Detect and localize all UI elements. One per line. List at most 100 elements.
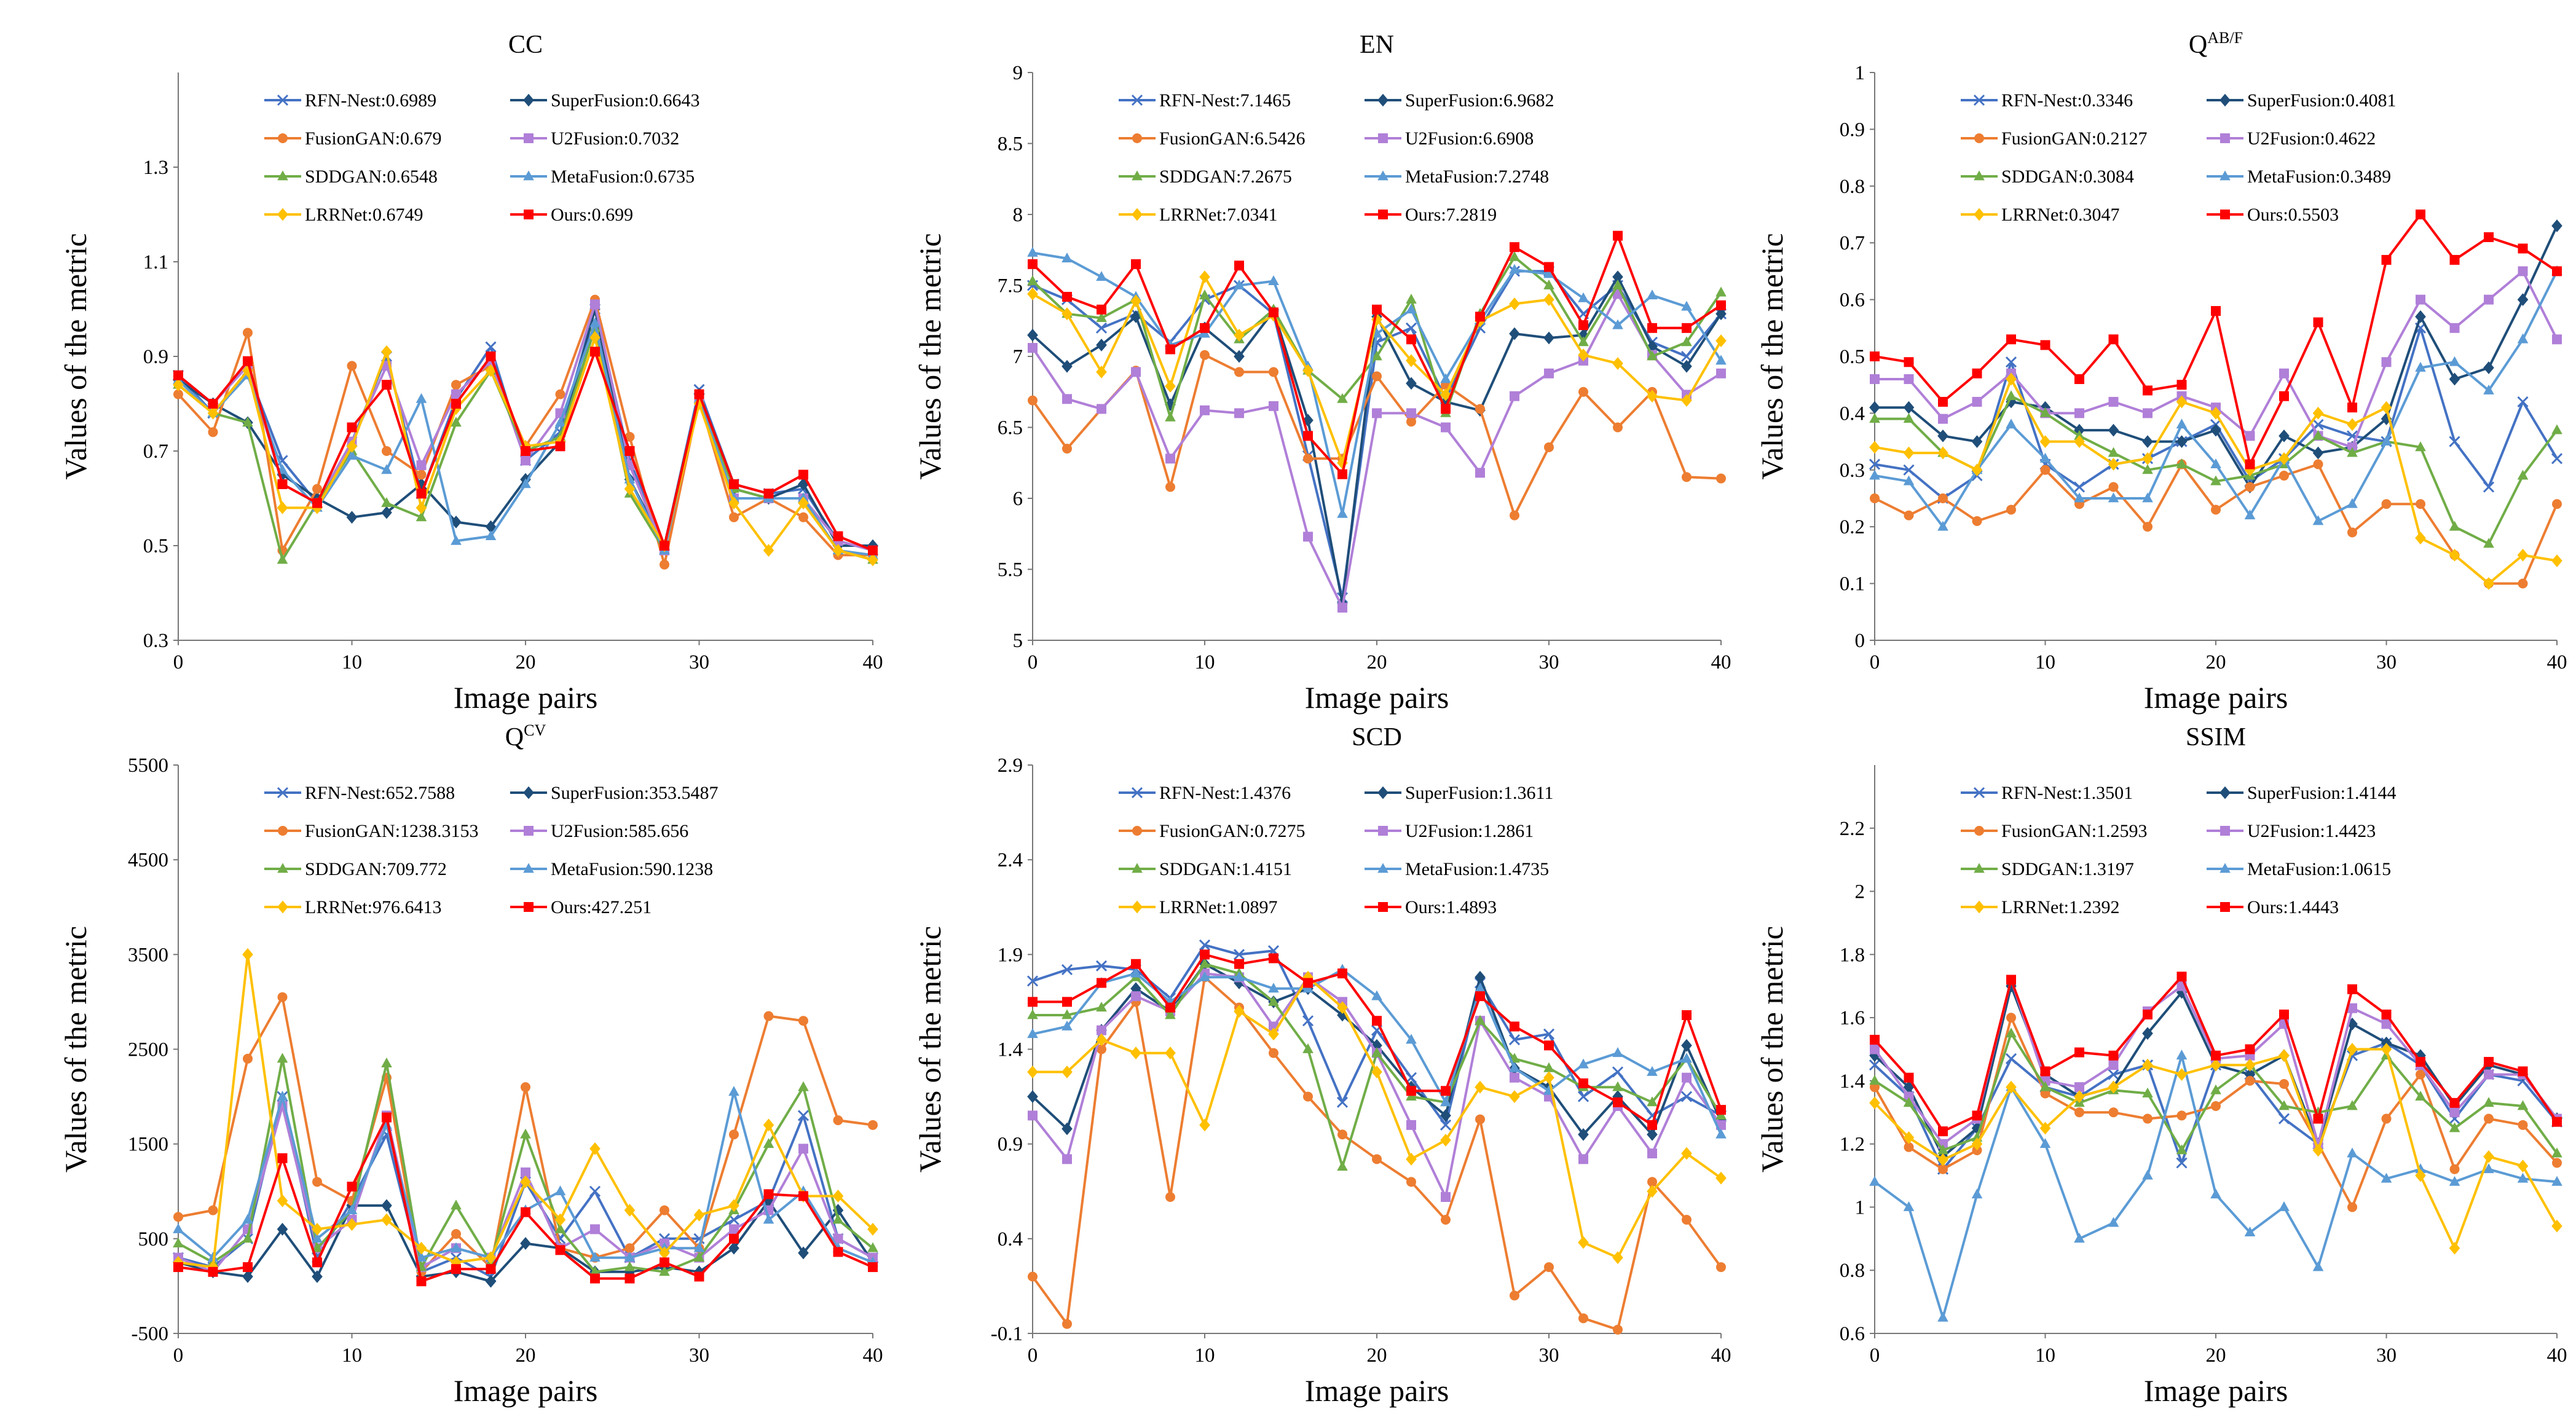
y-tick-label: 0.6 — [1840, 1323, 1865, 1345]
data-point — [2415, 1169, 2426, 1182]
y-tick-label: 8.5 — [998, 133, 1023, 155]
data-point — [1372, 1154, 1382, 1164]
data-point — [1647, 1120, 1657, 1130]
data-point — [1903, 1131, 1915, 1144]
legend-label: RFN-Nest:1.4376 — [1159, 783, 1291, 803]
data-point — [728, 1199, 739, 1212]
x-tick-label: 40 — [2547, 1344, 2567, 1367]
legend: RFN-Nest:1.3501 SuperFusion:1.4144 FusionG… — [1961, 783, 2397, 917]
y-tick-label: 0.9 — [143, 346, 168, 368]
data-point — [2313, 317, 2323, 328]
data-point — [2552, 334, 2562, 345]
data-point — [277, 1090, 288, 1101]
legend-item-u2fusion: U2Fusion:6.6908 — [1365, 128, 1534, 149]
data-point — [1062, 307, 1073, 321]
data-point — [1938, 1126, 1948, 1137]
data-point — [2074, 1090, 2085, 1103]
data-point — [1440, 1119, 1452, 1131]
legend-label: MetaFusion:1.4735 — [1405, 859, 1549, 879]
data-point — [1061, 964, 1073, 976]
data-point — [2176, 380, 2187, 390]
chart-title-superscript: CV — [524, 721, 546, 739]
data-point — [346, 450, 358, 460]
data-point — [416, 511, 427, 522]
chart-title: QCV — [505, 721, 546, 752]
data-point — [2039, 435, 2051, 448]
data-point — [2176, 435, 2188, 448]
x-tick-label: 20 — [1367, 1344, 1387, 1367]
data-point — [2518, 266, 2528, 277]
legend-label: LRRNet:1.0897 — [1159, 897, 1278, 917]
data-point — [2517, 293, 2529, 306]
y-axis-label: Values of the metric — [58, 926, 93, 1172]
legend-label: LRRNet:1.2392 — [2001, 897, 2120, 917]
legend-label: FusionGAN:6.5426 — [1159, 128, 1306, 149]
data-point — [520, 1175, 531, 1188]
data-point — [312, 1223, 323, 1236]
legend-label: SDDGAN:1.4151 — [1159, 859, 1292, 879]
y-tick-label: 0.9 — [998, 1134, 1023, 1156]
y-axis-label: Values of the metric — [1755, 926, 1789, 1172]
data-point — [2279, 391, 2289, 401]
data-point — [1508, 1034, 1521, 1046]
legend: RFN-Nest:1.4376 SuperFusion:1.3611 FusionG… — [1119, 783, 1553, 917]
data-point — [2483, 1150, 2494, 1163]
data-point — [833, 1233, 843, 1244]
data-point — [208, 427, 218, 438]
legend-marker — [1974, 863, 1985, 873]
data-point — [2040, 1066, 2050, 1077]
y-tick-label: 1.1 — [143, 251, 168, 273]
data-point — [1096, 271, 1107, 281]
data-point — [1647, 323, 1657, 333]
legend-label: Ours:1.4443 — [2247, 897, 2339, 917]
legend: RFN-Nest:0.3346 SuperFusion:0.4081 FusionG… — [1961, 90, 2397, 225]
data-point — [2176, 1068, 2188, 1081]
data-point — [1303, 532, 1313, 542]
y-tick-label: 0.7 — [1840, 232, 1865, 254]
data-point — [2449, 1107, 2460, 1118]
data-point — [1682, 1072, 1692, 1083]
x-tick-label: 20 — [1367, 651, 1387, 673]
data-point — [2210, 1188, 2221, 1199]
data-point — [2347, 1003, 2357, 1013]
legend-marker — [277, 787, 289, 799]
data-point — [2142, 1058, 2153, 1072]
data-point — [1028, 343, 1038, 353]
legend-label: SDDGAN:7.2675 — [1159, 167, 1292, 187]
data-point — [1937, 1311, 1948, 1322]
data-point — [2347, 527, 2357, 538]
legend-label: U2Fusion:1.2861 — [1405, 821, 1534, 841]
data-point — [1475, 983, 1486, 993]
legend-item-sddgan: SDDGAN:1.3197 — [1961, 859, 2134, 879]
legend-item-fusiongan: FusionGAN:1238.3153 — [264, 821, 479, 841]
legend-label: RFN-Nest:0.3346 — [2001, 90, 2133, 111]
data-point — [2040, 340, 2050, 350]
data-point — [312, 1242, 323, 1252]
data-point — [1028, 1271, 1038, 1282]
data-point — [1097, 304, 1106, 315]
series-fusiongan — [1028, 972, 1726, 1335]
legend-marker — [1378, 210, 1388, 219]
data-point — [1475, 970, 1486, 984]
data-point — [2279, 1100, 2290, 1110]
y-axis-label: Values of the metric — [1755, 233, 1789, 479]
data-point — [173, 1237, 184, 1247]
data-point — [2517, 1100, 2529, 1110]
data-point — [1716, 473, 1726, 484]
data-point — [2449, 356, 2460, 366]
data-point — [1647, 1096, 1658, 1107]
y-tick-label: 2500 — [128, 1039, 168, 1061]
y-tick-label: 0.5 — [143, 535, 168, 557]
legend-marker — [1974, 170, 1985, 181]
data-point — [1337, 1129, 1347, 1140]
data-point — [694, 389, 704, 399]
data-point — [416, 501, 427, 514]
data-point — [1062, 444, 1072, 454]
data-point — [312, 1233, 323, 1243]
data-point — [728, 1241, 739, 1255]
data-point — [416, 469, 427, 480]
data-point — [1971, 1188, 1983, 1199]
legend-label: LRRNet:7.0341 — [1159, 205, 1278, 225]
data-point — [1096, 1033, 1107, 1046]
data-point — [485, 341, 497, 353]
